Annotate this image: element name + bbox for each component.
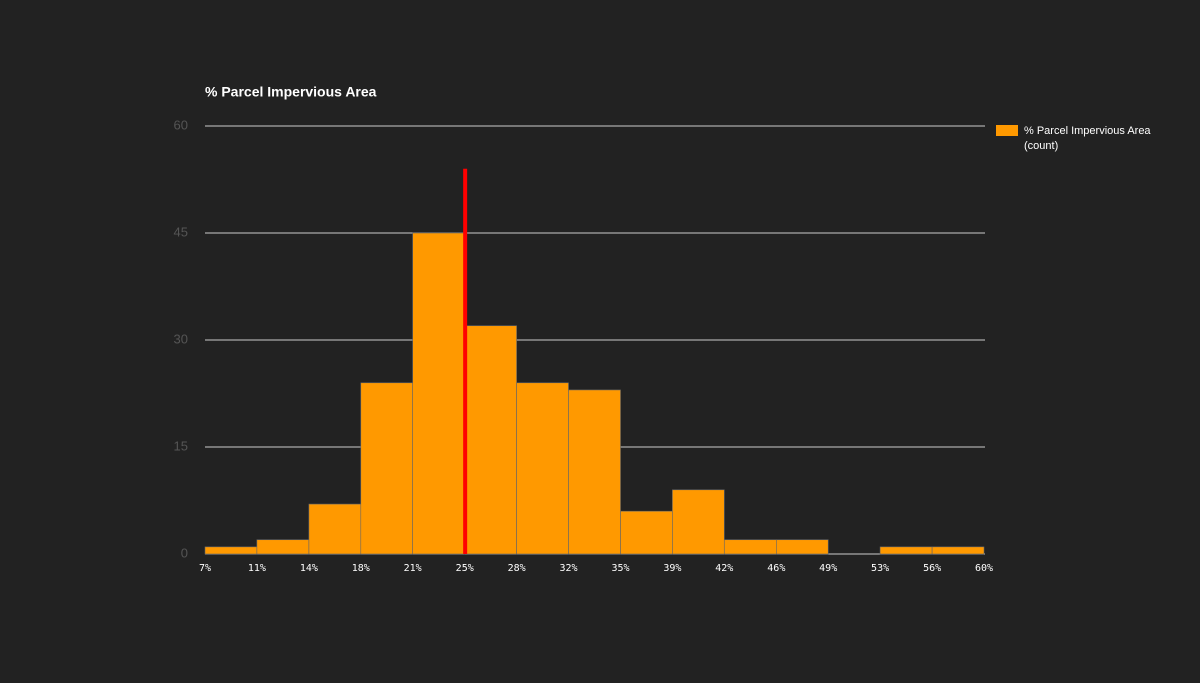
x-tick-label: 53% — [871, 563, 889, 574]
chart-title: % Parcel Impervious Area — [205, 84, 377, 100]
bar — [360, 382, 413, 555]
x-tick-label: 49% — [819, 563, 837, 574]
x-tick-label: 25% — [456, 563, 474, 574]
x-tick-label: 7% — [199, 563, 211, 574]
bar — [776, 539, 829, 555]
y-tick-label: 45 — [174, 224, 188, 239]
x-tick-label: 35% — [611, 563, 629, 574]
bar — [412, 232, 466, 555]
y-tick-label: 0 — [181, 545, 188, 560]
x-tick-label: 60% — [975, 563, 993, 574]
bar — [672, 489, 725, 555]
x-tick-label: 28% — [508, 563, 526, 574]
bar — [204, 546, 258, 555]
x-tick-label: 32% — [559, 563, 577, 574]
bar — [308, 503, 362, 555]
y-tick-label: 60 — [174, 117, 188, 132]
x-tick-label: 39% — [663, 563, 681, 574]
y-tick-label: 15 — [174, 438, 188, 453]
x-tick-label: 14% — [300, 563, 318, 574]
y-tick-label: 30 — [174, 331, 188, 346]
bar — [723, 539, 777, 555]
legend-swatch — [996, 125, 1018, 136]
x-tick-label: 18% — [352, 563, 370, 574]
x-tick-label: 42% — [715, 563, 733, 574]
bar — [464, 325, 517, 555]
bar — [931, 546, 985, 555]
bar — [516, 382, 569, 555]
x-tick-label: 11% — [248, 563, 266, 574]
bar — [568, 389, 621, 555]
x-tick-label: 56% — [923, 563, 941, 574]
bar — [256, 539, 310, 555]
legend-label: % Parcel Impervious Area (count) — [1024, 125, 1151, 152]
bar — [879, 546, 933, 555]
x-tick-label: 21% — [404, 563, 422, 574]
x-tick-label: 46% — [767, 563, 785, 574]
bar — [620, 510, 673, 555]
